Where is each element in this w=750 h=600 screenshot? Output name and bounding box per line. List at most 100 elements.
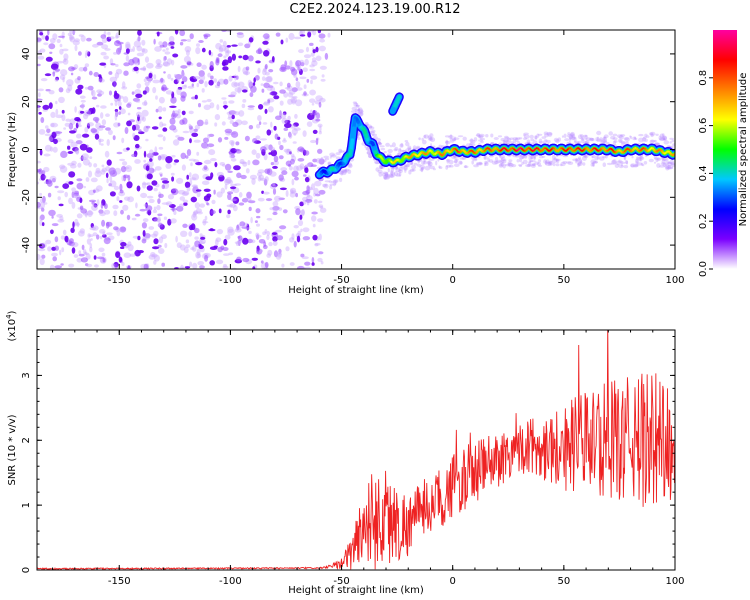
- noise-speckle: [304, 261, 311, 266]
- colorbar-tick-label: 0.2: [698, 213, 709, 229]
- halo-speckle: [477, 161, 483, 166]
- noise-speckle: [247, 107, 255, 111]
- halo-speckle: [580, 137, 584, 140]
- halo-speckle: [484, 155, 488, 160]
- noise-speckle: [153, 218, 161, 222]
- noise-speckle: [231, 44, 238, 47]
- noise-speckle: [49, 51, 53, 54]
- noise-speckle: [84, 251, 88, 255]
- noise-speckle: [113, 92, 120, 100]
- noise-speckle: [132, 132, 136, 138]
- halo-speckle: [638, 133, 644, 137]
- halo-speckle: [446, 159, 450, 164]
- halo-speckle: [498, 163, 504, 168]
- halo-speckle: [340, 170, 344, 176]
- noise-speckle: [97, 127, 104, 131]
- noise-speckle: [45, 125, 49, 129]
- noise-speckle: [37, 105, 41, 112]
- halo-speckle: [390, 168, 394, 173]
- noise-speckle: [164, 242, 168, 249]
- halo-speckle: [630, 135, 633, 140]
- noise-speckle: [285, 37, 289, 43]
- halo-speckle: [519, 158, 523, 163]
- halo-speckle: [611, 159, 617, 165]
- noise-speckle: [95, 167, 101, 174]
- noise-speckle: [227, 191, 234, 195]
- noise-speckle: [50, 63, 59, 70]
- halo-speckle: [564, 138, 570, 142]
- noise-speckle: [48, 43, 56, 50]
- noise-speckle: [204, 254, 209, 262]
- noise-speckle: [241, 103, 246, 109]
- noise-speckle: [257, 47, 262, 54]
- halo-speckle: [580, 134, 584, 138]
- halo-speckle: [385, 172, 389, 177]
- noise-speckle: [319, 65, 327, 70]
- noise-speckle: [101, 164, 105, 168]
- noise-speckle: [283, 148, 290, 153]
- noise-speckle: [98, 75, 103, 83]
- noise-speckle: [315, 137, 319, 146]
- halo-speckle: [577, 162, 582, 166]
- noise-speckle: [273, 81, 279, 85]
- noise-speckle: [204, 119, 209, 125]
- halo-speckle: [387, 148, 393, 154]
- halo-speckle: [636, 162, 643, 166]
- noise-speckle: [143, 263, 149, 269]
- halo-speckle: [462, 136, 467, 141]
- noise-speckle: [238, 110, 245, 117]
- noise-speckle: [185, 49, 190, 56]
- noise-speckle: [318, 101, 322, 108]
- halo-speckle: [522, 159, 528, 165]
- halo-speckle: [672, 143, 675, 147]
- noise-speckle: [291, 98, 296, 105]
- noise-speckle: [106, 139, 110, 146]
- noise-speckle: [192, 186, 199, 194]
- halo-speckle: [445, 140, 451, 145]
- noise-speckle: [318, 33, 326, 39]
- noise-speckle: [151, 253, 158, 258]
- noise-speckle: [208, 228, 216, 232]
- noise-speckle: [71, 195, 79, 198]
- noise-speckle: [170, 46, 175, 49]
- halo-speckle: [327, 161, 332, 166]
- noise-speckle: [189, 261, 193, 268]
- noise-speckle: [299, 201, 304, 207]
- noise-speckle: [255, 232, 260, 238]
- noise-speckle: [120, 242, 127, 247]
- noise-speckle: [207, 133, 211, 139]
- noise-speckle: [273, 160, 279, 166]
- halo-speckle: [418, 137, 421, 141]
- noise-speckle: [41, 222, 45, 227]
- noise-speckle: [75, 122, 79, 129]
- noise-speckle: [296, 235, 301, 243]
- noise-speckle: [109, 191, 116, 197]
- noise-speckle: [158, 236, 164, 244]
- noise-speckle: [179, 30, 186, 37]
- halo-speckle: [551, 158, 558, 164]
- noise-speckle: [39, 48, 46, 53]
- noise-speckle: [255, 152, 261, 159]
- halo-speckle: [373, 136, 378, 139]
- noise-speckle: [181, 110, 186, 116]
- halo-speckle: [479, 162, 483, 165]
- noise-speckle: [50, 229, 54, 235]
- noise-speckle: [315, 95, 323, 102]
- noise-speckle: [141, 48, 148, 54]
- noise-speckle: [135, 118, 142, 125]
- noise-speckle: [223, 263, 227, 268]
- noise-speckle: [159, 44, 165, 48]
- noise-speckle: [196, 43, 200, 47]
- noise-speckle: [311, 102, 315, 106]
- halo-speckle: [512, 137, 518, 140]
- noise-speckle: [312, 30, 317, 36]
- halo-speckle: [575, 157, 581, 161]
- noise-speckle: [52, 71, 56, 77]
- halo-speckle: [471, 160, 475, 165]
- noise-speckle: [50, 122, 55, 128]
- noise-speckle: [162, 127, 168, 132]
- noise-speckle: [229, 120, 234, 124]
- halo-speckle: [650, 133, 654, 138]
